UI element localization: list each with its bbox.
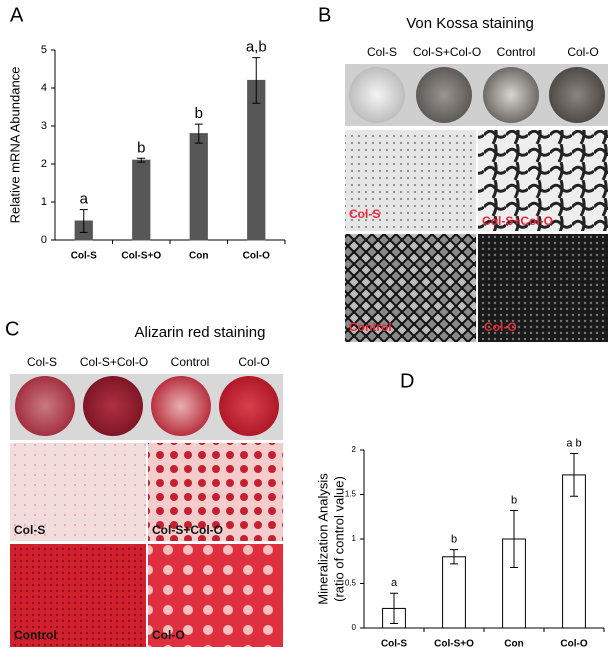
- well: [151, 376, 211, 436]
- significance-label: a,b: [246, 39, 267, 56]
- significance-label: b: [451, 534, 457, 546]
- x-tick-label: Col-S+O: [434, 639, 474, 650]
- bar: [132, 159, 151, 241]
- y-axis-label: (ratio of control value): [331, 476, 346, 602]
- y-tick-label: 1: [41, 196, 47, 208]
- x-tick-label: Con: [189, 251, 208, 262]
- significance-label: a b: [566, 437, 581, 449]
- x-tick-label: Col-O: [243, 251, 270, 262]
- micrograph: [478, 234, 608, 342]
- panel-label: D: [400, 370, 414, 392]
- tile-label: Col-S+Col-O: [482, 214, 553, 228]
- significance-label: b: [137, 139, 145, 156]
- well-label: Col-S+Col-O: [80, 355, 148, 369]
- well-label: Control: [171, 355, 210, 369]
- y-tick-label: 0.5: [345, 579, 357, 588]
- well: [549, 67, 605, 123]
- bar: [189, 133, 208, 241]
- tile-label: Col-S+Col-O: [152, 523, 223, 537]
- error-bar: [252, 57, 261, 104]
- panel-label: A: [10, 4, 24, 26]
- x-tick-label: Col-S: [71, 251, 97, 262]
- error-bar: [194, 123, 203, 144]
- tile-label: Col-S: [349, 207, 380, 221]
- significance-label: a: [391, 577, 398, 589]
- y-tick-label: 3: [41, 120, 47, 132]
- significance-label: b: [511, 494, 517, 506]
- micrograph: [345, 234, 476, 342]
- x-tick-label: Col-O: [560, 639, 587, 650]
- well-label: Col-S: [367, 45, 397, 59]
- micrograph: [148, 443, 283, 541]
- error-bar: [450, 549, 458, 565]
- well-label: Col-O: [238, 355, 269, 369]
- well-label: Col-O: [567, 45, 598, 59]
- y-tick-label: 1.5: [345, 490, 357, 499]
- tile-label: Control: [349, 320, 392, 334]
- panel-label: B: [318, 4, 331, 26]
- micrograph: [10, 443, 146, 541]
- bar: [442, 556, 466, 629]
- tile-label: Col-O: [484, 320, 517, 334]
- well: [83, 376, 143, 436]
- bar: [562, 474, 586, 629]
- micrograph: [10, 544, 146, 647]
- y-axis-label: Relative mRNA Abundance: [7, 67, 22, 224]
- error-bar: [510, 510, 518, 568]
- well: [219, 376, 279, 436]
- error-bar: [570, 453, 578, 497]
- error-bar: [137, 157, 146, 163]
- well: [483, 67, 539, 123]
- micrograph: [345, 130, 476, 231]
- tile-label: Col-S: [14, 523, 45, 537]
- panel-title: Von Kossa staining: [406, 15, 534, 32]
- y-tick-label: 0: [352, 623, 357, 632]
- micrograph: [148, 544, 283, 647]
- y-tick-label: 1: [352, 534, 357, 543]
- x-tick-label: Con: [504, 639, 523, 650]
- micrograph: [478, 130, 608, 231]
- y-tick-label: 4: [41, 82, 47, 94]
- significance-label: b: [195, 105, 203, 122]
- bar: [247, 79, 266, 241]
- well-label: Control: [497, 45, 536, 59]
- y-tick-label: 2: [352, 445, 357, 454]
- error-bar: [79, 209, 88, 233]
- y-tick-label: 0: [41, 234, 47, 246]
- well: [15, 376, 75, 436]
- x-tick-label: Col-S+O: [121, 251, 161, 262]
- y-tick-label: 5: [41, 44, 47, 56]
- y-axis-label: Mineralization Analysis: [315, 473, 330, 605]
- x-tick-label: Col-S: [381, 639, 407, 650]
- significance-label: a: [80, 191, 89, 208]
- tile-label: Control: [14, 628, 57, 642]
- error-bar: [390, 592, 398, 625]
- panel-title: Alizarin red staining: [135, 324, 266, 341]
- well: [416, 67, 472, 123]
- well: [349, 67, 405, 123]
- tile-label: Col-O: [152, 628, 185, 642]
- well-label: Col-S+Col-O: [413, 45, 481, 59]
- y-tick-label: 2: [41, 158, 47, 170]
- well-label: Col-S: [27, 355, 57, 369]
- panel-label: C: [5, 318, 19, 340]
